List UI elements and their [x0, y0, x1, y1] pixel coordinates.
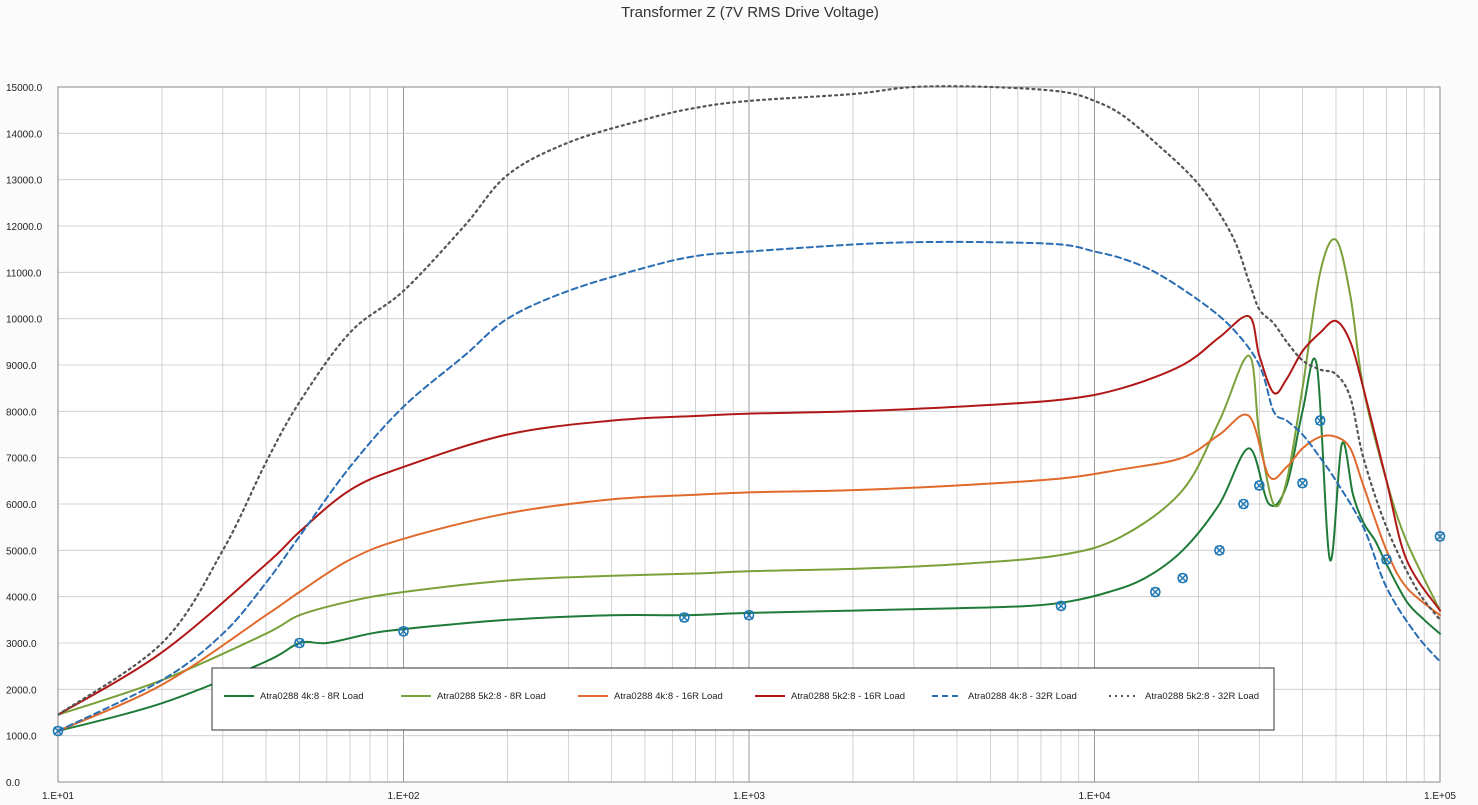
y-tick-label: 9000.0	[6, 361, 37, 372]
x-tick-label: 1.E+04	[1079, 791, 1111, 802]
legend-label: Atra0288 4k:8 - 16R Load	[614, 691, 723, 702]
series-line-3	[58, 413, 1441, 732]
marker-group	[52, 415, 1446, 737]
y-tick-label: 10000.0	[6, 315, 43, 326]
y-tick-label: 7000.0	[6, 454, 37, 465]
x-tick-label: 1.E+02	[388, 791, 420, 802]
data-point-marker	[1177, 572, 1188, 584]
y-tick-label: 8000.0	[6, 407, 37, 418]
y-tick-label: 15000.0	[6, 83, 43, 94]
y-tick-label: 2000.0	[6, 685, 37, 696]
legend-box	[211, 667, 1275, 731]
series-line-2	[58, 238, 1441, 716]
legend-label: Atra0288 5k2:8 - 8R Load	[437, 691, 546, 702]
x-tick-label: 1.E+05	[1424, 791, 1456, 802]
y-tick-label: 14000.0	[6, 129, 43, 140]
data-point-marker	[1238, 498, 1249, 510]
data-point-marker	[1150, 586, 1161, 598]
legend: Atra0288 4k:8 - 8R Load Atra0288 5k2:8 - …	[211, 667, 1275, 731]
data-point-marker	[1055, 600, 1067, 612]
series-line-1	[58, 357, 1441, 732]
legend-label: Atra0288 5k2:8 - 16R Load	[791, 691, 905, 702]
series-group	[58, 85, 1442, 732]
y-tick-label: 13000.0	[6, 176, 43, 187]
data-point-marker	[52, 725, 64, 737]
x-tick-label: 1.E+01	[42, 791, 74, 802]
data-point-marker	[743, 609, 755, 621]
y-tick-label: 6000.0	[6, 500, 37, 511]
series-line-5	[58, 240, 1441, 732]
legend-label: Atra0288 4k:8 - 32R Load	[968, 691, 1077, 702]
series-line-6	[58, 85, 1442, 716]
grid	[57, 86, 1441, 783]
y-tick-label: 4000.0	[6, 593, 37, 604]
y-tick-label: 12000.0	[6, 222, 43, 233]
data-point-marker	[1214, 545, 1225, 556]
y-tick-label: 3000.0	[6, 639, 37, 650]
plot-frame	[57, 86, 1441, 783]
data-point-marker	[1254, 480, 1265, 491]
axes: 0.0 1000.0 2000.0 3000.0 4000.0 5000.0 6000.0 7…	[6, 83, 1456, 802]
data-point-marker	[1314, 415, 1326, 426]
series-line-4	[58, 315, 1441, 716]
data-point-marker	[398, 626, 409, 637]
y-tick-label: 0.0	[6, 778, 20, 789]
y-tick-label: 11000.0	[6, 268, 42, 279]
x-tick-label: 1.E+03	[733, 791, 765, 802]
y-tick-label: 5000.0	[6, 546, 37, 557]
legend-label: Atra0288 5k2:8 - 32R Load	[1145, 691, 1259, 702]
data-point-marker	[679, 612, 690, 623]
legend-label: Atra0288 4k:8 - 8R Load	[260, 691, 364, 702]
y-tick-label: 1000.0	[6, 732, 37, 743]
data-point-marker	[1381, 554, 1392, 565]
data-point-marker	[1297, 477, 1308, 489]
data-point-marker	[1434, 531, 1446, 542]
data-point-marker	[294, 637, 305, 649]
chart-title: Transformer Z (7V RMS Drive Voltage)	[621, 4, 879, 21]
